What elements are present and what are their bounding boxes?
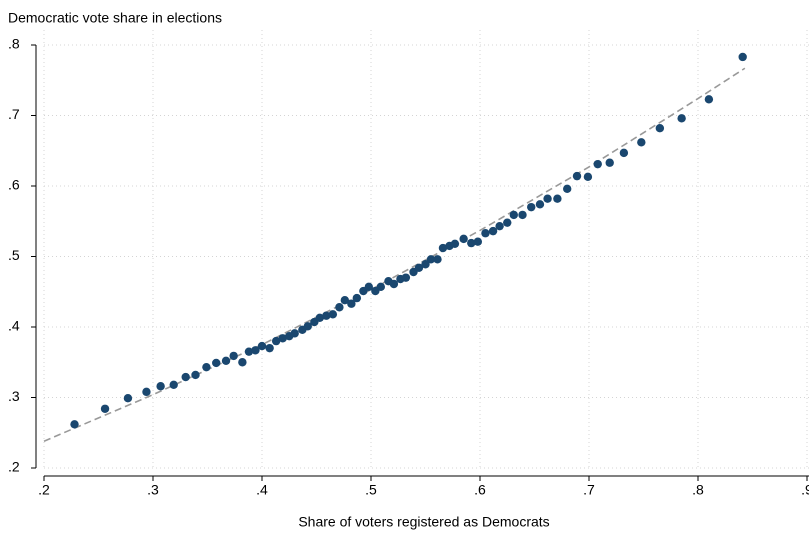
point xyxy=(535,200,545,209)
point xyxy=(553,194,562,203)
point xyxy=(181,372,190,382)
point xyxy=(543,194,552,203)
point xyxy=(401,273,411,282)
point xyxy=(352,293,362,303)
point xyxy=(433,255,442,264)
point xyxy=(495,221,504,231)
point xyxy=(271,336,281,346)
x-tick-label: .4 xyxy=(256,482,268,498)
point xyxy=(421,260,430,269)
point xyxy=(414,263,424,272)
y-axis-title: Democratic vote share in elections xyxy=(8,10,222,26)
point xyxy=(450,239,460,249)
point xyxy=(335,303,344,312)
point xyxy=(123,394,133,403)
point xyxy=(655,123,665,133)
x-tick-label: .9 xyxy=(801,482,809,498)
point xyxy=(251,346,260,355)
y-tick-label: .7 xyxy=(8,106,20,122)
point xyxy=(238,358,247,367)
point xyxy=(619,148,629,158)
point xyxy=(328,310,338,319)
point xyxy=(389,279,399,289)
point xyxy=(70,420,79,429)
x-tick-label: .3 xyxy=(147,482,159,498)
point xyxy=(563,184,572,194)
y-tick-label: .4 xyxy=(8,318,20,334)
point xyxy=(156,382,165,391)
point xyxy=(593,159,602,169)
y-tick-label: .3 xyxy=(8,388,20,404)
y-tick-label: .6 xyxy=(8,177,20,193)
point xyxy=(438,243,448,253)
x-tick-label: .8 xyxy=(692,482,704,498)
point xyxy=(459,234,468,244)
point xyxy=(637,138,646,147)
point xyxy=(364,282,374,292)
point xyxy=(509,210,518,220)
x-tick-label: .7 xyxy=(583,482,595,498)
point xyxy=(738,52,747,62)
point xyxy=(191,370,200,380)
point xyxy=(229,351,238,361)
point xyxy=(426,255,436,264)
point xyxy=(583,172,593,182)
y-tick-label: .5 xyxy=(8,247,20,263)
point xyxy=(322,311,331,320)
point xyxy=(527,202,536,212)
y-tick-label: .8 xyxy=(8,36,20,52)
point xyxy=(473,237,483,246)
point xyxy=(202,362,211,372)
x-tick-label: .5 xyxy=(365,482,377,498)
x-tick-label: .2 xyxy=(38,482,50,498)
point xyxy=(340,296,350,305)
y-tick-label: .2 xyxy=(8,459,20,475)
point xyxy=(212,358,221,368)
point xyxy=(605,158,614,167)
x-tick-label: .6 xyxy=(474,482,486,498)
point xyxy=(221,356,231,366)
point xyxy=(315,313,324,323)
point xyxy=(347,299,356,308)
point xyxy=(244,347,254,356)
point xyxy=(488,226,498,236)
point xyxy=(290,329,299,338)
point xyxy=(467,238,476,248)
point xyxy=(142,387,151,397)
point xyxy=(677,114,686,123)
x-axis-title: Share of voters registered as Democrats xyxy=(298,514,549,530)
point xyxy=(376,282,386,292)
point xyxy=(518,210,527,220)
point xyxy=(278,334,287,343)
point xyxy=(100,404,110,413)
point xyxy=(704,95,714,104)
fit-line xyxy=(43,67,746,442)
point xyxy=(481,229,490,238)
point xyxy=(169,380,178,390)
point xyxy=(503,218,512,227)
point xyxy=(257,341,267,351)
point xyxy=(572,171,582,181)
point xyxy=(303,322,312,331)
point xyxy=(265,343,274,353)
